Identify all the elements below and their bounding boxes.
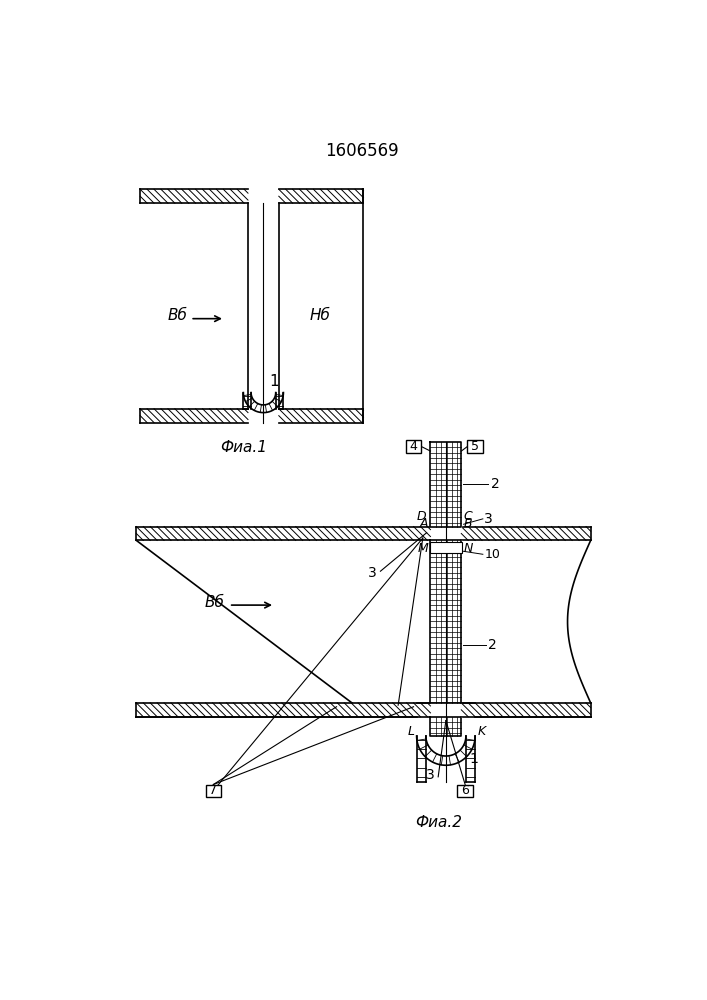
Text: 1606569: 1606569: [325, 142, 399, 160]
Text: 5: 5: [471, 440, 479, 453]
Text: 10: 10: [484, 548, 501, 561]
Text: 3: 3: [484, 512, 493, 526]
Text: 2: 2: [491, 477, 499, 491]
Text: D: D: [417, 510, 426, 523]
Text: K: K: [477, 725, 486, 738]
Text: Нб: Нб: [310, 308, 330, 323]
Text: Вб: Вб: [168, 308, 188, 323]
Text: N: N: [464, 542, 473, 555]
Text: 7: 7: [209, 784, 217, 797]
Text: 1: 1: [269, 374, 279, 389]
Text: 6: 6: [461, 784, 469, 797]
Text: 3: 3: [426, 768, 435, 782]
Text: C: C: [464, 510, 472, 523]
Polygon shape: [431, 442, 461, 527]
Text: Вб: Вб: [205, 595, 225, 610]
Bar: [467, 440, 483, 453]
Bar: [406, 440, 421, 453]
Text: 1: 1: [469, 752, 479, 766]
Text: 4: 4: [409, 440, 417, 453]
Bar: [206, 785, 221, 797]
Text: B: B: [464, 517, 472, 530]
Text: Фиа.1: Фиа.1: [221, 440, 268, 455]
Polygon shape: [431, 717, 461, 736]
Text: L: L: [407, 725, 414, 738]
Bar: [430, 542, 462, 553]
Text: 2: 2: [489, 638, 497, 652]
Text: M: M: [417, 542, 428, 555]
Polygon shape: [431, 540, 461, 703]
Text: Фиа.2: Фиа.2: [415, 815, 462, 830]
Text: A: A: [420, 517, 428, 530]
Text: 3: 3: [368, 566, 377, 580]
Bar: [457, 785, 473, 797]
